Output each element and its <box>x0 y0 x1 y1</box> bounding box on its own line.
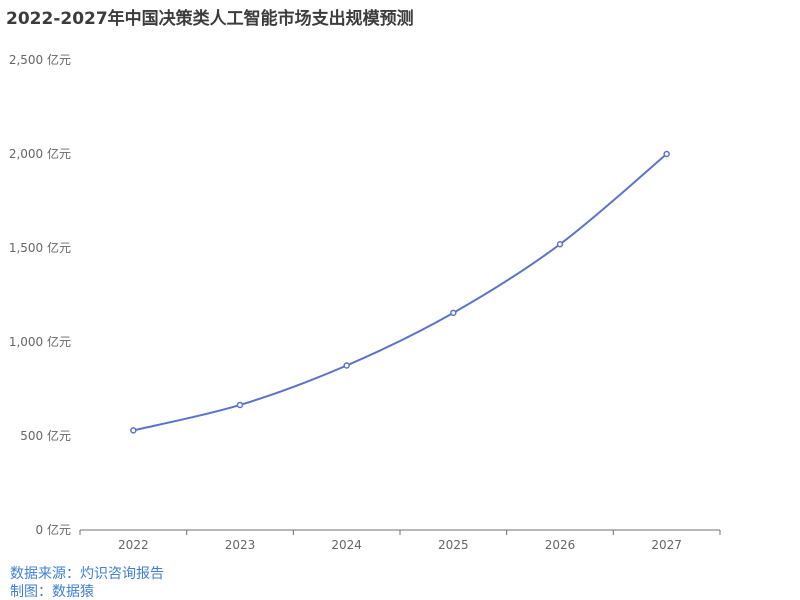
data-point <box>130 427 137 434</box>
x-tick-label: 2026 <box>545 538 576 552</box>
x-tick-label: 2023 <box>225 538 256 552</box>
y-tick-label: 2,500 亿元 <box>9 52 71 67</box>
x-axis-labels: 2022 2023 2024 2025 2026 2027 <box>118 538 682 552</box>
data-point <box>556 240 564 248</box>
series-line <box>133 153 668 432</box>
data-point <box>343 362 350 369</box>
chart-title: 2022-2027年中国决策类人工智能市场支出规模预测 <box>6 9 414 29</box>
x-tick-label: 2022 <box>118 538 149 552</box>
y-tick-label: 500 亿元 <box>20 428 71 443</box>
y-tick-label: 1,500 亿元 <box>9 240 71 255</box>
chart-maker-text: 制图：数据猿 <box>10 584 94 600</box>
y-axis-labels: 0 亿元 500 亿元 1,000 亿元 1,500 亿元 2,000 亿元 2,500 … <box>9 52 71 537</box>
y-tick-label: 1,000 亿元 <box>9 334 71 349</box>
x-tick-label: 2025 <box>438 538 469 552</box>
x-tick-label: 2024 <box>331 538 362 552</box>
y-tick-label: 2,000 亿元 <box>9 146 71 161</box>
data-point <box>450 309 457 317</box>
x-axis <box>79 529 721 535</box>
y-tick-label: 0 亿元 <box>36 522 71 537</box>
x-tick-label: 2027 <box>651 538 682 552</box>
data-point <box>663 150 670 158</box>
data-point <box>236 401 244 409</box>
data-source-text: 数据来源：灼识咨询报告 <box>10 566 164 582</box>
series-layer <box>130 150 670 434</box>
